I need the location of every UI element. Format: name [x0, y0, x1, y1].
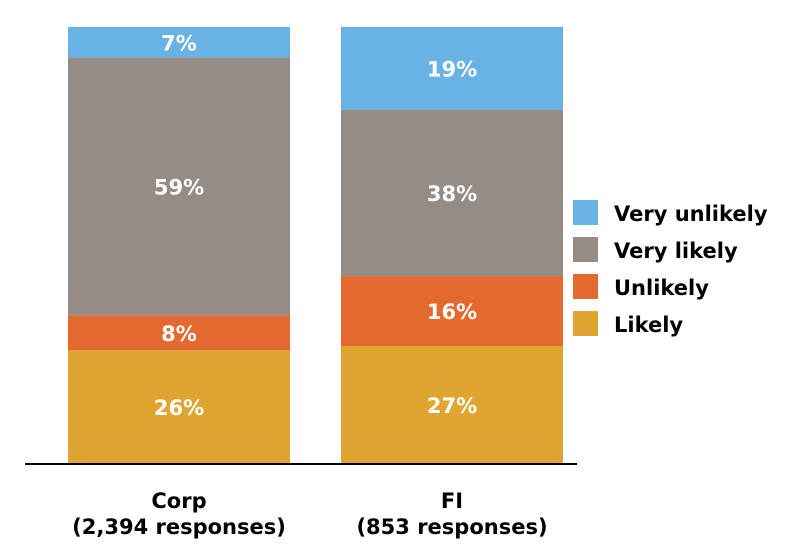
- category-sublabel-fi: (853 responses): [356, 515, 547, 539]
- legend-label-very-unlikely: Very unlikely: [614, 202, 768, 226]
- bar-segment-corp-unlikely: [68, 315, 290, 351]
- value-label-fi-very-unlikely: 19%: [427, 58, 477, 82]
- category-label-fi: FI: [441, 489, 463, 513]
- bar-segment-corp-very-likely: [68, 57, 290, 316]
- value-labels-layer: 26% 8% 59% 7% 27% 16% 38% 19%: [154, 31, 477, 420]
- value-label-corp-likely: 26%: [154, 396, 204, 420]
- bar-segment-corp-very-unlikely: [68, 27, 290, 58]
- value-label-fi-very-likely: 38%: [427, 182, 477, 206]
- bar-segment-fi-very-likely: [341, 110, 563, 277]
- category-label-corp: Corp: [151, 489, 206, 513]
- value-label-corp-unlikely: 8%: [161, 322, 197, 346]
- bars-layer: [68, 27, 563, 464]
- value-label-fi-likely: 27%: [427, 394, 477, 418]
- legend-swatch-very-likely: [573, 237, 598, 262]
- legend-label-unlikely: Unlikely: [614, 276, 709, 300]
- bar-segment-fi-likely: [341, 346, 563, 464]
- legend-swatch-unlikely: [573, 274, 598, 299]
- bar-segment-corp-likely: [68, 350, 290, 464]
- legend: Very unlikely Very likely Unlikely Likely: [573, 200, 768, 337]
- value-label-corp-very-unlikely: 7%: [161, 31, 197, 55]
- legend-swatch-very-unlikely: [573, 200, 598, 225]
- legend-label-likely: Likely: [614, 313, 683, 337]
- bar-segment-fi-very-unlikely: [341, 27, 563, 111]
- bar-segment-fi-unlikely: [341, 276, 563, 347]
- legend-swatch-likely: [573, 311, 598, 336]
- category-labels-layer: Corp(2,394 responses) FI(853 responses): [72, 489, 547, 539]
- category-sublabel-corp: (2,394 responses): [72, 515, 286, 539]
- legend-label-very-likely: Very likely: [614, 239, 738, 263]
- value-label-fi-unlikely: 16%: [427, 300, 477, 324]
- value-label-corp-very-likely: 59%: [154, 176, 204, 200]
